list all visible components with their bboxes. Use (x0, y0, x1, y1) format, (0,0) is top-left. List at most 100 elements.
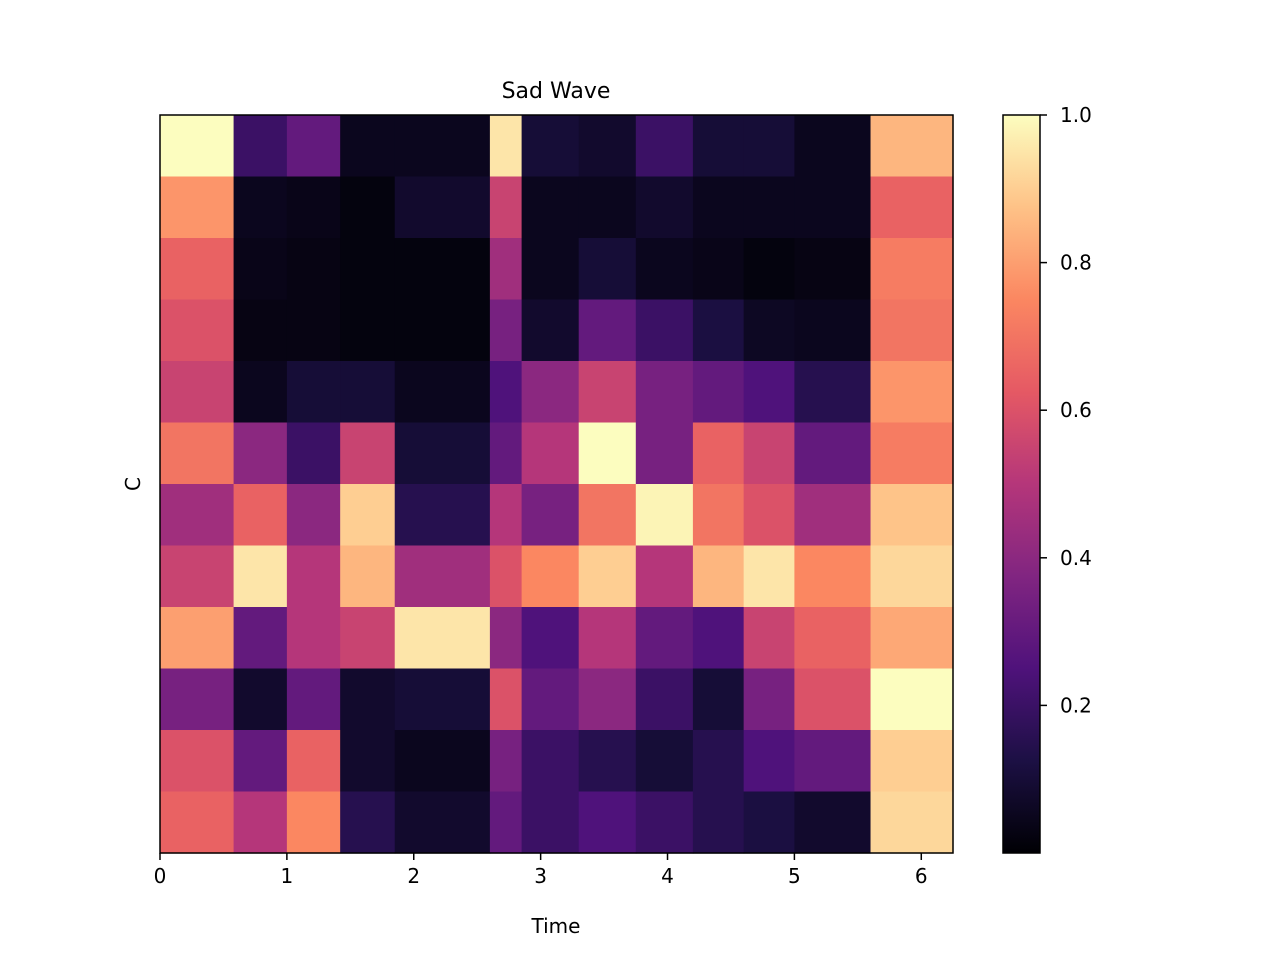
heatmap-cell (635, 730, 694, 793)
heatmap-cell (578, 545, 637, 608)
heatmap-cell (521, 791, 580, 854)
heatmap-cell (160, 361, 235, 424)
heatmap-cell (489, 730, 523, 793)
heatmap-cell (160, 422, 235, 485)
heatmap-cell (489, 422, 523, 485)
heatmap-cell (340, 115, 396, 178)
heatmap-cell (794, 422, 872, 485)
heatmap-cell (870, 115, 954, 178)
x-tick-label: 5 (788, 864, 801, 888)
heatmap-cell (692, 484, 745, 547)
heatmap-cell (870, 484, 954, 547)
chart-title: Sad Wave (502, 79, 611, 104)
heatmap-cell (340, 238, 396, 301)
y-axis-label: C (121, 477, 145, 491)
heatmap-cell (521, 299, 580, 362)
heatmap-cell (394, 730, 491, 793)
heatmap-cell (692, 176, 745, 239)
heatmap-cell (870, 607, 954, 670)
heatmap-cell (286, 238, 341, 301)
heatmap-cell (286, 668, 341, 731)
heatmap-cell (394, 299, 491, 362)
heatmap-cell (635, 115, 694, 178)
heatmap-cell (743, 361, 795, 424)
heatmap-cell (521, 422, 580, 485)
heatmap-cell (578, 484, 637, 547)
heatmap-cell (743, 791, 795, 854)
heatmap-cell (578, 238, 637, 301)
heatmap-cell (521, 361, 580, 424)
x-tick-label: 0 (154, 864, 167, 888)
heatmap-cell (692, 730, 745, 793)
heatmap-cell (394, 484, 491, 547)
x-tick-label: 3 (534, 864, 547, 888)
heatmap-cell (340, 668, 396, 731)
heatmap-cell (870, 730, 954, 793)
heatmap-cell (743, 238, 795, 301)
heatmap-cell (794, 607, 872, 670)
heatmap-cell (870, 422, 954, 485)
heatmap-cell (635, 238, 694, 301)
heatmap-cell (233, 176, 288, 239)
heatmap-cell (794, 668, 872, 731)
heatmap-cell (521, 668, 580, 731)
heatmap-cell (743, 422, 795, 485)
heatmap-cell (635, 607, 694, 670)
heatmap-cell (635, 791, 694, 854)
heatmap-cell (692, 115, 745, 178)
heatmap-cell (743, 176, 795, 239)
heatmap-cell (870, 545, 954, 608)
heatmap-cell (692, 299, 745, 362)
heatmap-cell (286, 607, 341, 670)
heatmap-cell (521, 607, 580, 670)
heatmap-cell (521, 115, 580, 178)
heatmap-cell (233, 422, 288, 485)
heatmap-cell (635, 176, 694, 239)
heatmap-cell (578, 730, 637, 793)
heatmap-cell (286, 176, 341, 239)
heatmap-cell (489, 668, 523, 731)
plot-frame (159, 114, 954, 854)
heatmap-cell (160, 484, 235, 547)
heatmap-cell (340, 730, 396, 793)
heatmap-cell (340, 545, 396, 608)
heatmap-cell (870, 668, 954, 731)
x-tick-label: 4 (661, 864, 674, 888)
heatmap-cell (870, 791, 954, 854)
heatmap-cell (340, 484, 396, 547)
heatmap-cell (521, 484, 580, 547)
heatmap-cell (394, 361, 491, 424)
heatmap-cell (340, 791, 396, 854)
heatmap-cell (489, 607, 523, 670)
colorbar (1002, 114, 1041, 854)
heatmap-cell (160, 607, 235, 670)
x-axis-ticks: 0 1 2 3 4 5 6 (154, 853, 928, 888)
heatmap-cell (743, 668, 795, 731)
heatmap-cells (160, 115, 954, 854)
heatmap-cell (635, 484, 694, 547)
heatmap-cell (340, 422, 396, 485)
heatmap-cell (794, 238, 872, 301)
heatmap-cell (578, 668, 637, 731)
heatmap-cell (578, 361, 637, 424)
heatmap-cell (578, 115, 637, 178)
heatmap-cell (340, 299, 396, 362)
heatmap-cell (489, 299, 523, 362)
heatmap-cell (578, 607, 637, 670)
heatmap-cell (160, 545, 235, 608)
heatmap-cell (160, 299, 235, 362)
colorbar-tick-label: 0.2 (1060, 693, 1092, 717)
heatmap-cell (521, 545, 580, 608)
heatmap-cell (870, 238, 954, 301)
heatmap-cell (286, 299, 341, 362)
heatmap-cell (233, 361, 288, 424)
heatmap-cell (489, 545, 523, 608)
heatmap-cell (233, 791, 288, 854)
heatmap-cell (692, 238, 745, 301)
heatmap-cell (794, 545, 872, 608)
heatmap-cell (635, 361, 694, 424)
heatmap-cell (870, 176, 954, 239)
heatmap-cell (394, 176, 491, 239)
heatmap-cell (794, 115, 872, 178)
